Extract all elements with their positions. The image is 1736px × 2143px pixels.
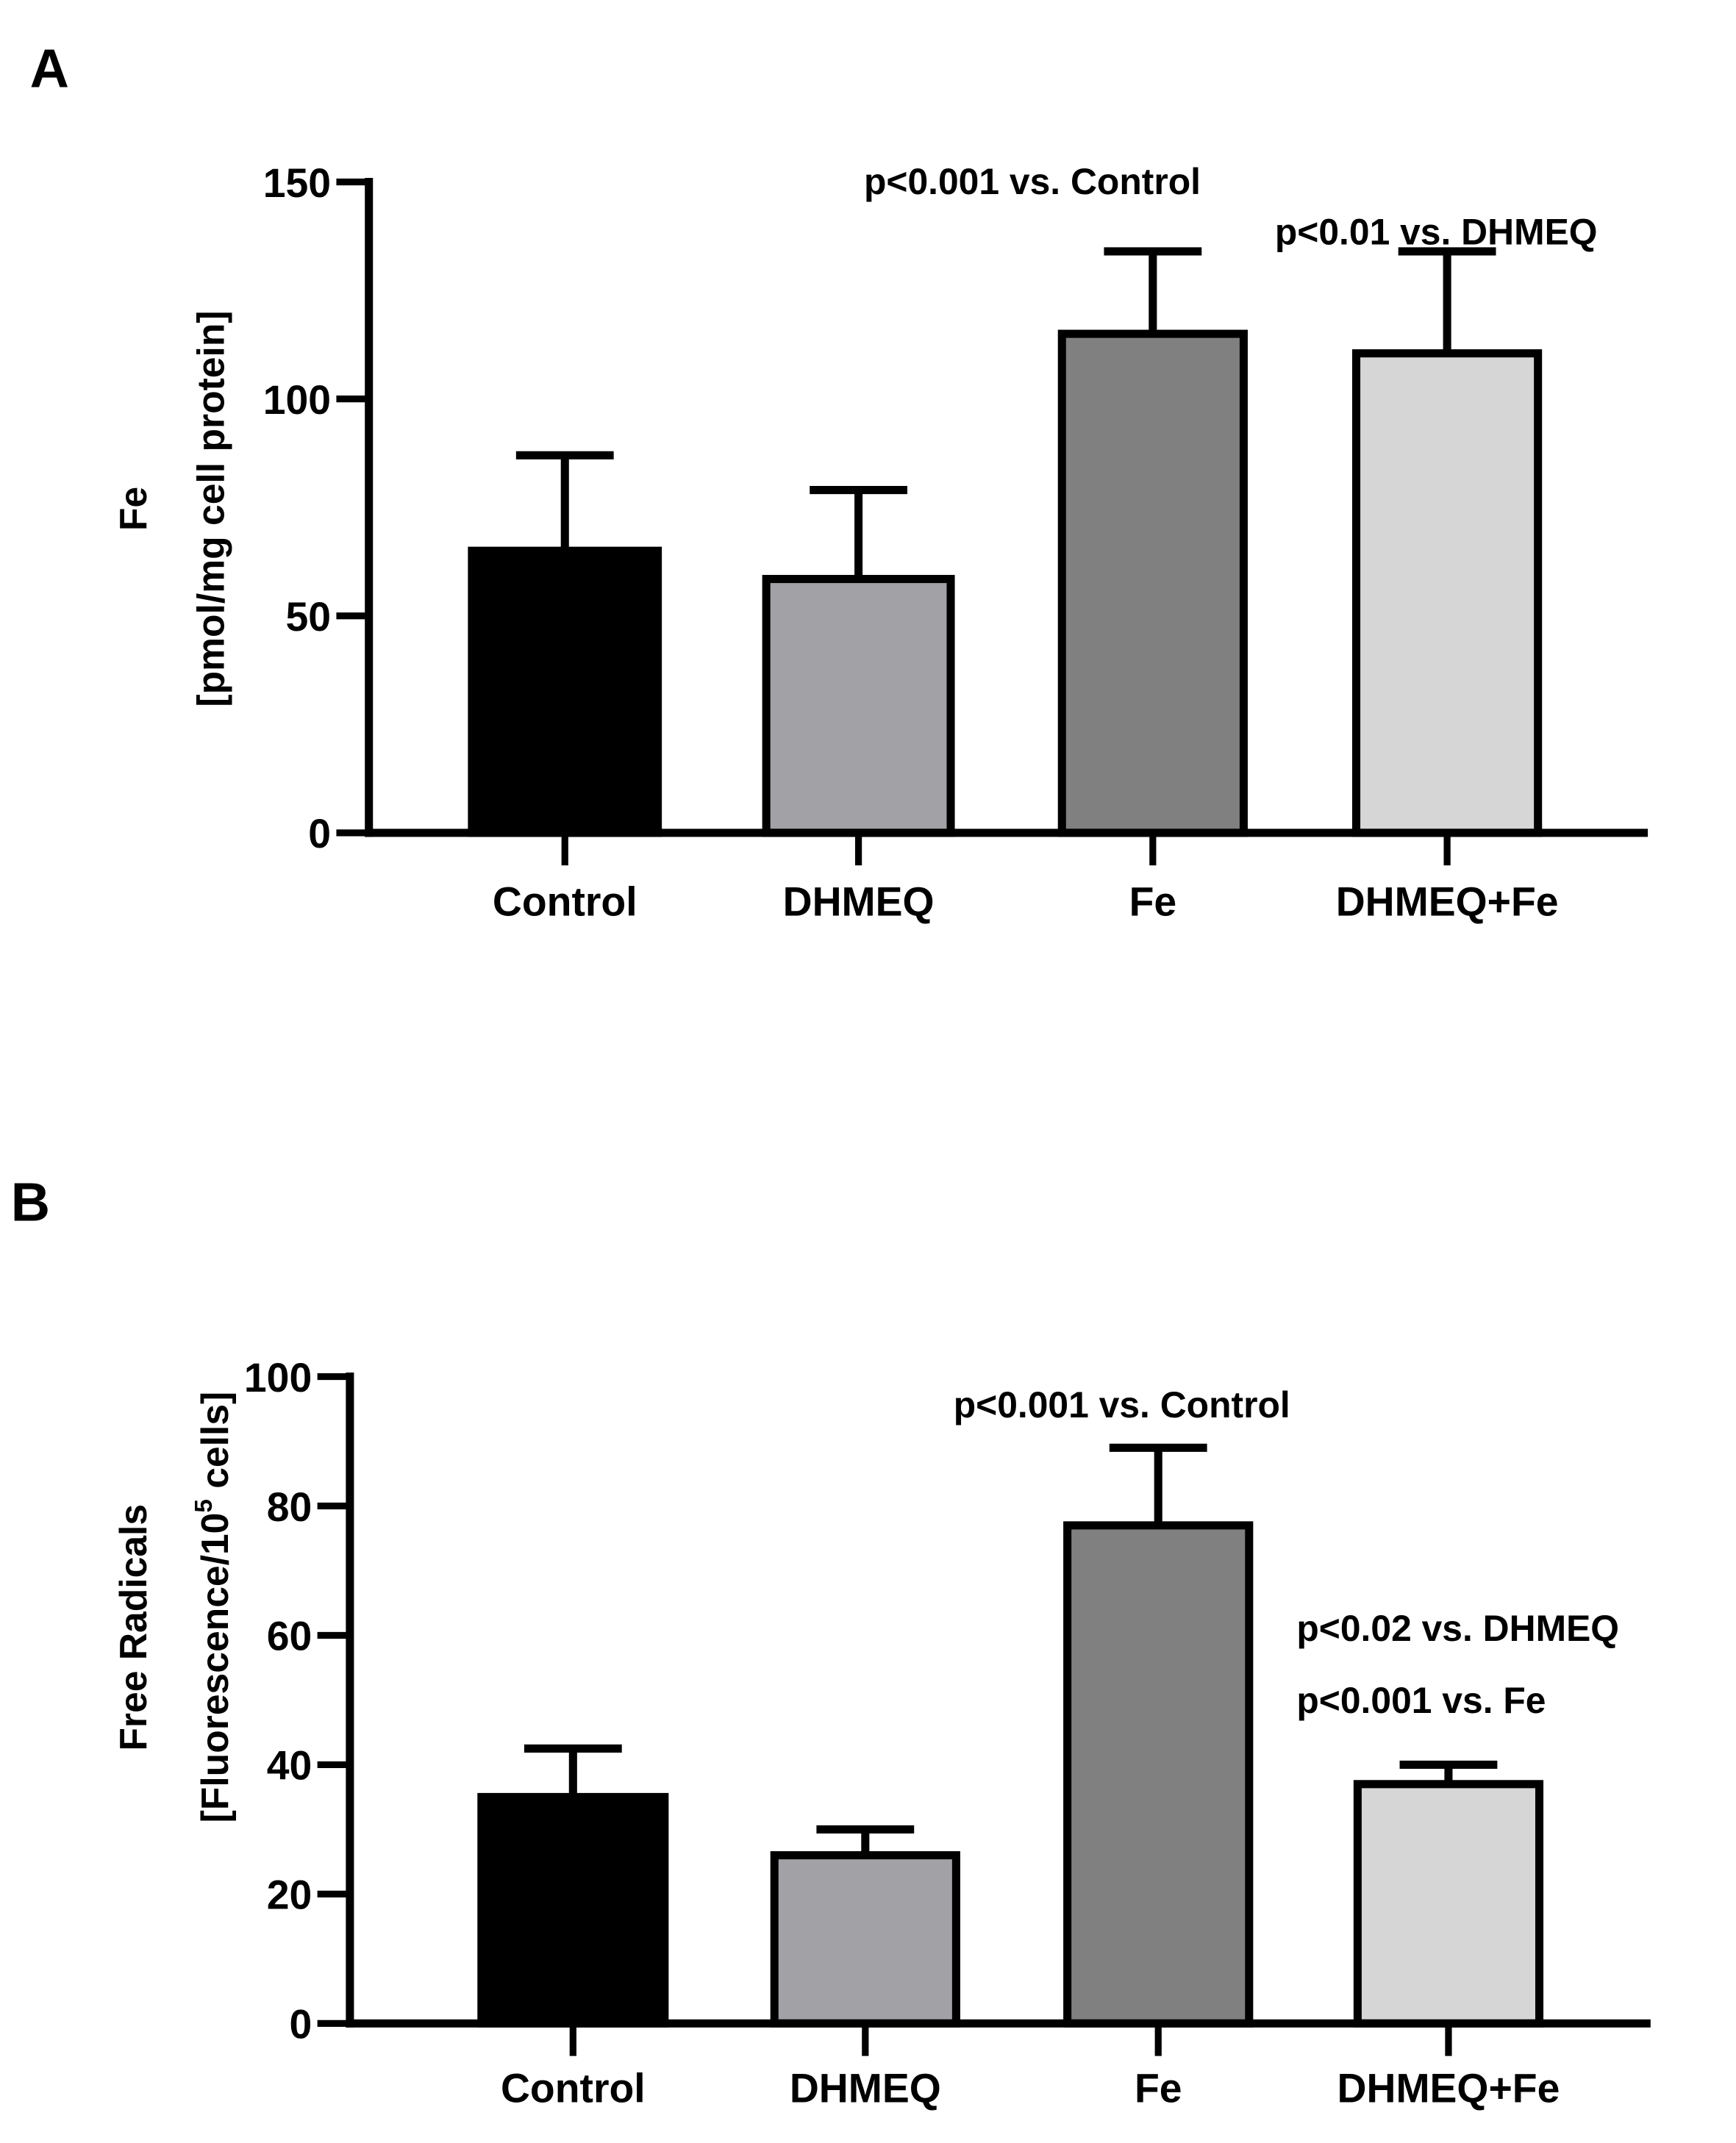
x-tick-label-b-0: Control bbox=[501, 2065, 646, 2111]
y-tick-label-a-3: 150 bbox=[263, 160, 331, 206]
bar-a-1 bbox=[762, 575, 955, 837]
bar-b-0 bbox=[477, 1792, 669, 2028]
x-tick-label-a-1: DHMEQ bbox=[783, 879, 935, 924]
y-tick-label-b-4: 80 bbox=[267, 1484, 312, 1530]
y-tick-label-a-0: 0 bbox=[308, 811, 331, 856]
y-axis-label-a-line1: Fe bbox=[112, 487, 154, 531]
annotation-a-1: p<0.01 vs. DHMEQ bbox=[1275, 211, 1598, 252]
panel-label-a: A bbox=[30, 37, 69, 99]
bar-b-1 bbox=[770, 1851, 960, 2028]
annotation-b-0: p<0.001 vs. Control bbox=[954, 1384, 1290, 1425]
y-tick-label-a-2: 100 bbox=[263, 377, 331, 423]
y-axis-label-a-line2: [pmol/mg cell protein] bbox=[189, 310, 232, 706]
panel-label-b: B bbox=[11, 1171, 50, 1232]
bar-a-2 bbox=[1057, 329, 1248, 837]
y-tick-label-a-1: 50 bbox=[286, 594, 332, 640]
bar-a-3 bbox=[1351, 349, 1543, 837]
bar-b-3 bbox=[1353, 1780, 1544, 2028]
x-tick-label-b-2: Fe bbox=[1135, 2065, 1182, 2111]
y-tick-label-b-0: 0 bbox=[289, 2002, 312, 2047]
annotation-b-1: p<0.02 vs. DHMEQ bbox=[1296, 1608, 1619, 1649]
y-axis-label-b-line2: [Fluorescence/105 cells] bbox=[190, 1392, 236, 1823]
x-tick-label-b-3: DHMEQ+Fe bbox=[1337, 2065, 1560, 2111]
bar-a-0 bbox=[468, 546, 662, 837]
y-tick-label-b-2: 40 bbox=[267, 1743, 312, 1789]
y-tick-label-b-1: 20 bbox=[267, 1872, 312, 1918]
x-tick-label-a-3: DHMEQ+Fe bbox=[1336, 879, 1559, 924]
y-tick-label-b-3: 60 bbox=[267, 1614, 312, 1659]
annotation-a-0: p<0.001 vs. Control bbox=[864, 161, 1201, 202]
x-tick-label-b-1: DHMEQ bbox=[790, 2065, 941, 2111]
panel-b: B Free Radicals [Fluorescence/105 cells]… bbox=[11, 1171, 1651, 2111]
panel-a: A Fe [pmol/mg cell protein] p<0.001 vs. … bbox=[30, 37, 1649, 924]
x-tick-label-a-2: Fe bbox=[1129, 879, 1177, 924]
x-tick-label-a-0: Control bbox=[493, 879, 637, 924]
y-axis-label-b-line1: Free Radicals bbox=[112, 1504, 154, 1751]
bar-b-2 bbox=[1063, 1521, 1254, 2028]
annotation-b-2: p<0.001 vs. Fe bbox=[1296, 1680, 1546, 1721]
y-tick-label-b-5: 100 bbox=[244, 1355, 312, 1400]
